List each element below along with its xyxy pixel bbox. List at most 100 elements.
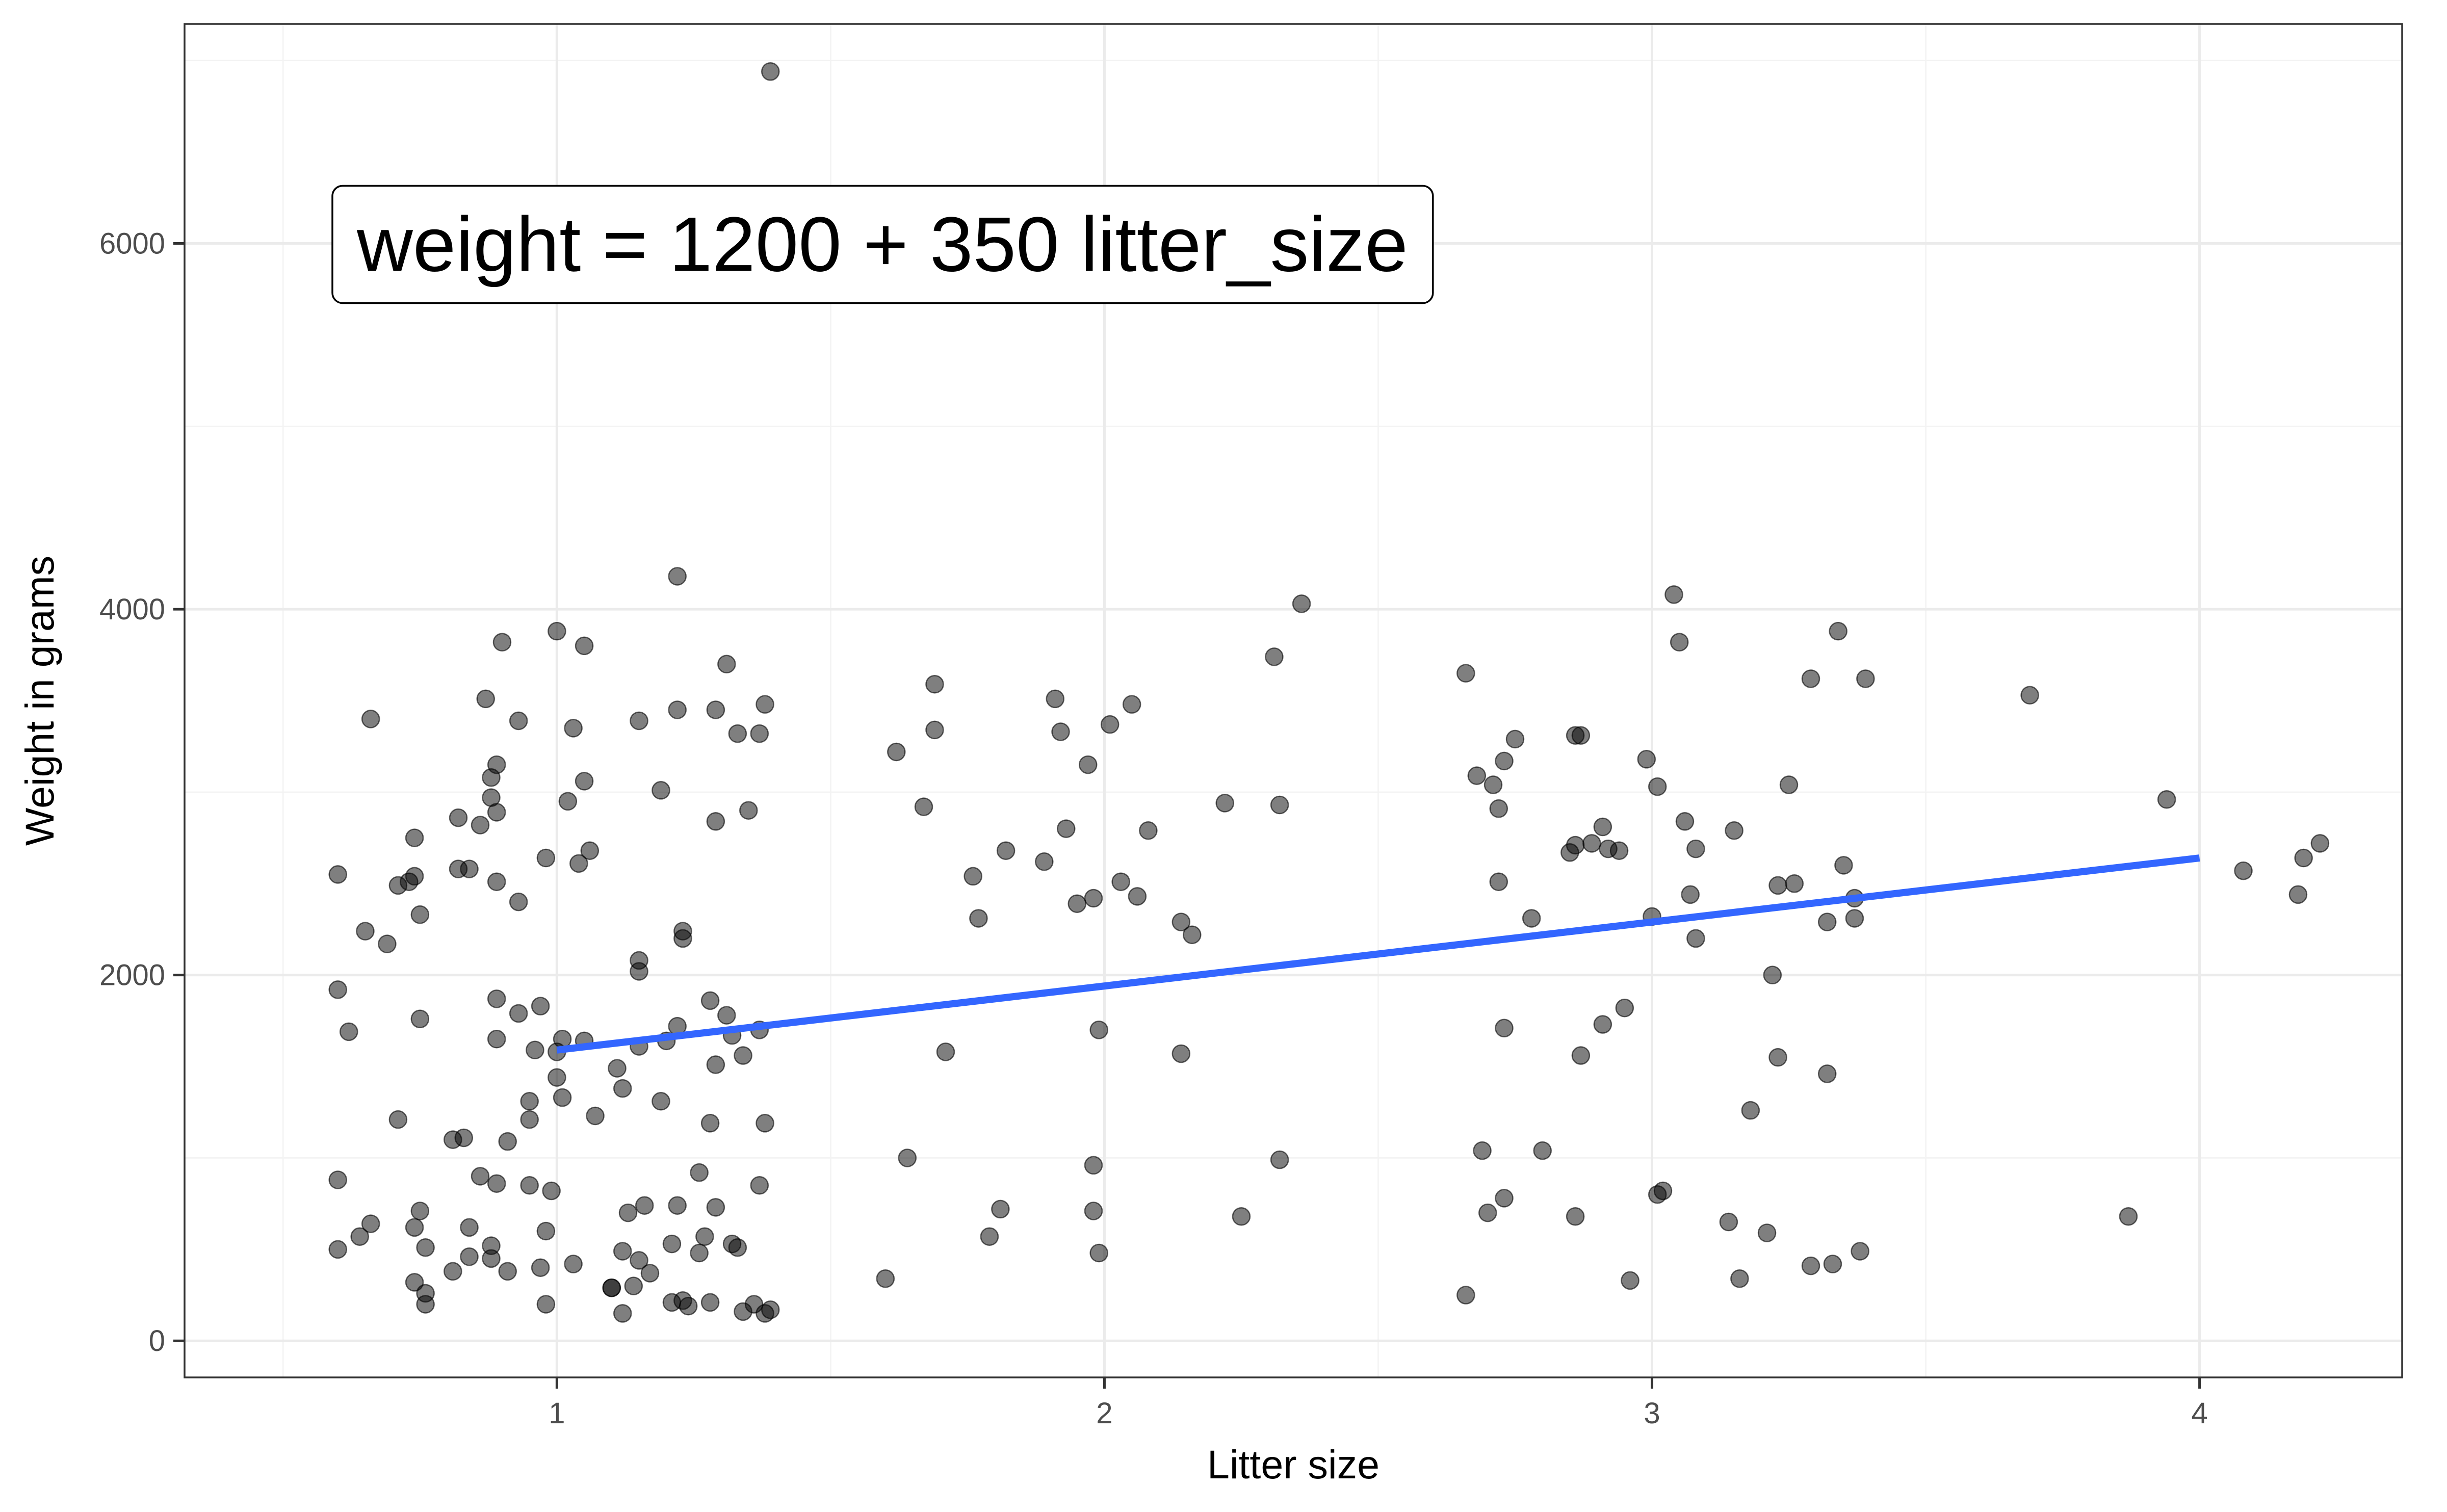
data-point: [564, 1255, 583, 1273]
data-point: [1100, 715, 1120, 734]
data-point: [1495, 1189, 1514, 1208]
data-point: [1719, 1212, 1738, 1232]
data-point: [520, 1176, 539, 1195]
data-point: [635, 1196, 654, 1215]
data-point: [1089, 1243, 1108, 1263]
data-point: [1473, 1141, 1492, 1160]
data-point: [2234, 861, 2253, 880]
equation-label-box: [331, 185, 1434, 304]
data-point: [980, 1227, 999, 1246]
data-point: [700, 1293, 720, 1312]
data-point: [1801, 669, 1820, 688]
data-point: [1609, 841, 1629, 860]
data-point: [1172, 913, 1191, 931]
data-point: [449, 808, 468, 827]
data-point: [1845, 909, 1864, 928]
data-point: [1785, 874, 1804, 893]
data-point: [652, 1091, 670, 1111]
data-point: [1183, 925, 1202, 944]
data-point: [548, 1068, 566, 1087]
data-point: [444, 1130, 462, 1149]
data-point: [1593, 1015, 1612, 1034]
data-point: [388, 876, 408, 895]
data-point: [969, 909, 988, 928]
data-point: [1648, 1185, 1667, 1204]
data-point: [509, 711, 528, 731]
data-point: [1817, 913, 1837, 931]
data-point: [1768, 876, 1787, 895]
data-point: [328, 1170, 347, 1189]
data-point: [898, 1149, 917, 1167]
data-point: [964, 867, 982, 886]
data-point: [750, 1176, 769, 1195]
data-point: [1834, 856, 1853, 875]
data-point: [1084, 1202, 1103, 1220]
data-point: [1270, 1150, 1289, 1169]
data-point: [405, 867, 424, 886]
data-point: [471, 816, 490, 835]
data-point: [471, 1167, 490, 1186]
y-tick-label: 0: [149, 1324, 165, 1358]
data-point: [328, 865, 347, 884]
data-point: [925, 720, 944, 740]
data-point: [405, 828, 424, 847]
data-point: [536, 1221, 556, 1241]
data-point: [564, 719, 583, 738]
data-point: [1139, 821, 1158, 840]
data-point: [1686, 839, 1705, 858]
data-point: [410, 1009, 430, 1029]
data-point: [569, 854, 588, 873]
data-point: [2157, 790, 2176, 809]
data-point: [728, 724, 747, 743]
data-point: [1265, 647, 1284, 666]
data-point: [449, 859, 468, 878]
data-point: [1621, 1271, 1639, 1290]
data-point: [706, 700, 725, 719]
data-point: [1046, 689, 1065, 709]
data-point: [1730, 1269, 1749, 1288]
data-point: [613, 1242, 632, 1261]
data-point: [706, 1198, 725, 1217]
data-point: [553, 1088, 572, 1107]
data-point: [618, 1203, 638, 1222]
data-point: [1566, 1207, 1585, 1226]
data-point: [1051, 722, 1070, 741]
panel-border: [184, 23, 2403, 1378]
data-point: [1533, 1141, 1552, 1160]
data-point: [492, 633, 512, 651]
data-point: [700, 991, 720, 1010]
data-point: [1084, 1156, 1103, 1175]
data-point: [706, 1055, 725, 1074]
data-point: [1593, 817, 1612, 837]
data-point: [602, 1278, 621, 1297]
data-point: [734, 1046, 752, 1065]
data-point: [690, 1163, 709, 1182]
data-point: [1068, 894, 1086, 913]
data-point: [487, 1174, 506, 1193]
data-point: [1757, 1223, 1777, 1242]
data-point: [548, 621, 566, 641]
data-point: [1560, 843, 1579, 862]
data-point: [679, 1296, 698, 1316]
equation-annotation: weight = 1200 + 350 litter_size: [331, 185, 1434, 304]
data-point: [1495, 751, 1514, 771]
x-axis-title: Litter size: [1207, 1442, 1379, 1487]
data-point: [1270, 795, 1289, 815]
data-point: [1582, 834, 1601, 853]
data-point: [1483, 775, 1503, 794]
data-point: [1456, 664, 1475, 683]
data-point: [750, 724, 769, 743]
data-point: [416, 1295, 435, 1314]
data-point: [1489, 799, 1508, 818]
data-point: [630, 711, 648, 731]
data-point: [695, 1227, 714, 1246]
data-point: [728, 1238, 747, 1257]
regression-line-layer: [556, 854, 2200, 1054]
data-point: [668, 700, 687, 719]
data-point: [1648, 777, 1667, 796]
data-point: [739, 801, 758, 820]
data-point: [1571, 1046, 1591, 1065]
y-tick-label: 6000: [99, 227, 165, 260]
